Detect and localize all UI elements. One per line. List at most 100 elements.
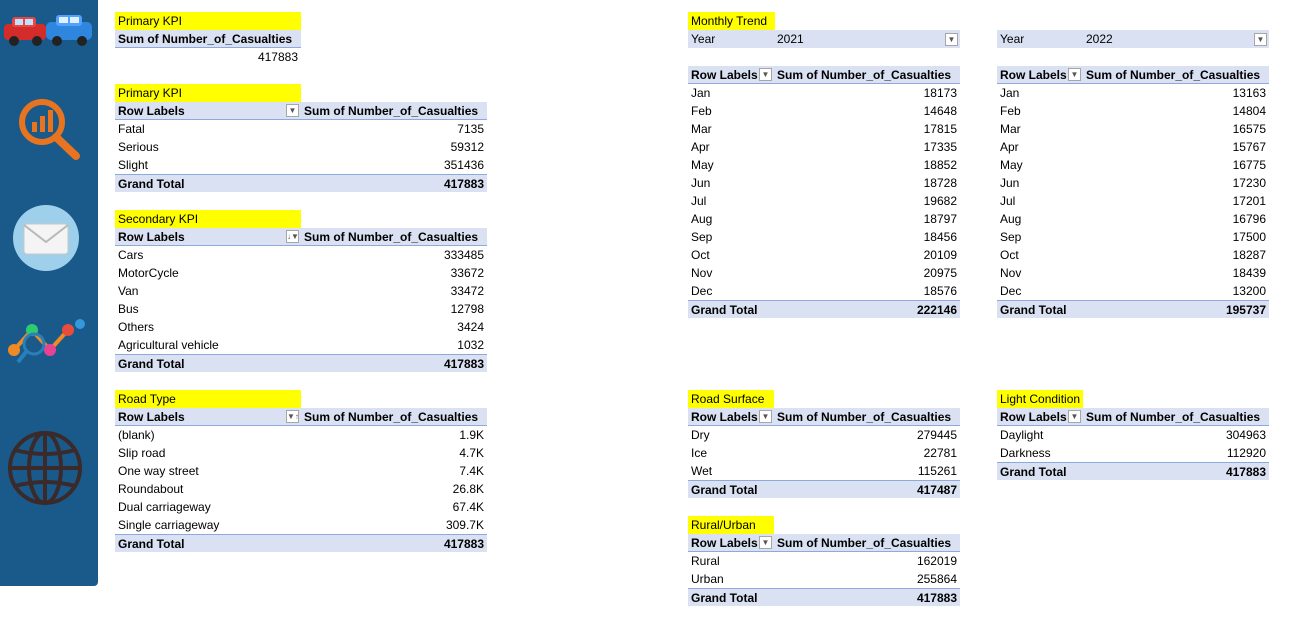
filter-dropdown-icon[interactable]: ▼ xyxy=(1068,68,1081,81)
filter-dropdown-icon[interactable]: ▼ xyxy=(759,536,772,549)
row-labels-header: Row Labels xyxy=(118,409,185,424)
pivot-title: Road Type xyxy=(115,390,301,408)
monthly-trend-2022-pivot: Year 2022 ▼ Row Labels ▼ Sum of Number_o… xyxy=(997,30,1269,318)
table-row: Darkness 112920 xyxy=(1000,446,1266,460)
table-row: Van 33472 xyxy=(118,284,484,298)
filter-funnel-icon[interactable]: ▼ xyxy=(945,32,958,46)
severity-pivot: Primary KPI Row Labels ▼ Sum of Number_o… xyxy=(115,84,487,192)
table-row: Mar 16575 xyxy=(1000,122,1266,136)
year-filter: Year 2022 ▼ xyxy=(997,30,1269,48)
table-row: Single carriageway 309.7K xyxy=(118,518,484,532)
table-row: May 16775 xyxy=(1000,158,1266,172)
row-labels-header: Row Labels xyxy=(118,103,185,118)
grand-total-row: Grand Total 417883 xyxy=(688,588,960,606)
pivot-title: Road Surface xyxy=(688,390,774,408)
analysis-icon[interactable] xyxy=(16,96,82,160)
table-row: Nov 20975 xyxy=(691,266,957,280)
pivot-title: Light Condition xyxy=(997,390,1083,408)
value-header: Sum of Number_of_Casualties xyxy=(304,409,479,424)
row-labels-header: Row Labels xyxy=(691,67,758,82)
pivot-title: Rural/Urban xyxy=(688,516,774,534)
network-icon[interactable] xyxy=(4,314,88,370)
table-row: Slip road 4.7K xyxy=(118,446,484,460)
table-row: Dual carriageway 67.4K xyxy=(118,500,484,514)
pivot-title: Monthly Trend xyxy=(688,12,775,30)
table-row: Roundabout 26.8K xyxy=(118,482,484,496)
globe-icon[interactable] xyxy=(6,428,84,508)
monthly-trend-2021-pivot: Monthly Trend Year 2021 ▼ Row Labels ▼ S… xyxy=(688,12,960,318)
grand-total-row: Grand Total 222146 xyxy=(688,300,960,318)
grand-total-row: Grand Total 417487 xyxy=(688,480,960,498)
grand-total-row: Grand Total 417883 xyxy=(115,174,487,192)
table-row: One way street 7.4K xyxy=(118,464,484,478)
year-filter-value: 2021 xyxy=(777,32,804,46)
table-row: Aug 16796 xyxy=(1000,212,1266,226)
value-header: Sum of Number_of_Casualties xyxy=(115,30,301,48)
table-row: Apr 15767 xyxy=(1000,140,1266,154)
table-row: Bus 12798 xyxy=(118,302,484,316)
grand-total-row: Grand Total 417883 xyxy=(115,534,487,552)
table-row: Sep 17500 xyxy=(1000,230,1266,244)
row-labels-header: Row Labels xyxy=(1000,409,1067,424)
car-logo-icon[interactable] xyxy=(2,12,96,48)
table-row: Nov 18439 xyxy=(1000,266,1266,280)
road-surface-pivot: Road Surface Row Labels ▼ Sum of Number_… xyxy=(688,390,960,498)
table-row: Dry 279445 xyxy=(691,428,957,442)
table-row: Serious 59312 xyxy=(118,140,484,154)
table-row: Agricultural vehicle 1032 xyxy=(118,338,484,352)
table-row: Dec 18576 xyxy=(691,284,957,298)
filter-funnel-icon[interactable]: ▼ xyxy=(1254,32,1267,46)
table-row: Mar 17815 xyxy=(691,122,957,136)
table-row: Jun 18728 xyxy=(691,176,957,190)
pivot-title: Secondary KPI xyxy=(115,210,301,228)
row-labels-header: Row Labels xyxy=(691,409,758,424)
year-filter-label: Year xyxy=(1000,32,1025,46)
sort-dropdown-icon[interactable]: ▼↑ xyxy=(286,410,299,423)
year-filter-label: Year xyxy=(691,32,716,46)
row-labels-header: Row Labels xyxy=(691,535,758,550)
table-row: Fatal 7135 xyxy=(118,122,484,136)
light-condition-pivot: Light Condition Row Labels ▼ Sum of Numb… xyxy=(997,390,1269,480)
table-row: Slight 351436 xyxy=(118,158,484,172)
value-header: Sum of Number_of_Casualties xyxy=(1086,67,1261,82)
table-row: Apr 17335 xyxy=(691,140,957,154)
table-row: MotorCycle 33672 xyxy=(118,266,484,280)
pivot-title: Primary KPI xyxy=(115,12,301,30)
table-row: Sep 18456 xyxy=(691,230,957,244)
table-row: Jan 18173 xyxy=(691,86,957,100)
filter-funnel-icon[interactable]: ▼ xyxy=(759,410,772,423)
filter-funnel-icon[interactable]: ▼ xyxy=(1068,410,1081,423)
table-row: Others 3424 xyxy=(118,320,484,334)
road-type-pivot: Road Type Row Labels ▼↑ Sum of Number_of… xyxy=(115,390,487,552)
grand-total-row: Grand Total 195737 xyxy=(997,300,1269,318)
table-row: Aug 18797 xyxy=(691,212,957,226)
sort-filter-icon[interactable]: ↓▼ xyxy=(286,230,299,243)
table-row: Rural 162019 xyxy=(691,554,957,568)
year-filter: Year 2021 ▼ xyxy=(688,30,960,48)
table-row: Wet 115261 xyxy=(691,464,957,478)
value-header: Sum of Number_of_Casualties xyxy=(777,409,952,424)
row-labels-header: Row Labels xyxy=(1000,67,1067,82)
table-row: Ice 22781 xyxy=(691,446,957,460)
year-filter-value: 2022 xyxy=(1086,32,1113,46)
table-row: Feb 14648 xyxy=(691,104,957,118)
table-row: Dec 13200 xyxy=(1000,284,1266,298)
table-row: Jul 17201 xyxy=(1000,194,1266,208)
total-casualties-pivot: Primary KPI Sum of Number_of_Casualties … xyxy=(115,12,301,66)
mail-icon[interactable] xyxy=(12,204,80,272)
table-row: (blank) 1.9K xyxy=(118,428,484,442)
sidebar xyxy=(0,0,98,586)
rural-urban-pivot: Rural/Urban Row Labels ▼ Sum of Number_o… xyxy=(688,516,960,606)
table-row: Oct 20109 xyxy=(691,248,957,262)
filter-dropdown-icon[interactable]: ▼ xyxy=(759,68,772,81)
filter-dropdown-icon[interactable]: ▼ xyxy=(286,104,299,117)
table-row: Jun 17230 xyxy=(1000,176,1266,190)
value-header: Sum of Number_of_Casualties xyxy=(777,535,952,550)
table-row: Daylight 304963 xyxy=(1000,428,1266,442)
table-row: Feb 14804 xyxy=(1000,104,1266,118)
total-value: 417883 xyxy=(257,50,298,64)
grand-total-row: Grand Total 417883 xyxy=(115,354,487,372)
pivot-title: Primary KPI xyxy=(115,84,301,102)
vehicle-pivot: Secondary KPI Row Labels ↓▼ Sum of Numbe… xyxy=(115,210,487,372)
table-row: May 18852 xyxy=(691,158,957,172)
